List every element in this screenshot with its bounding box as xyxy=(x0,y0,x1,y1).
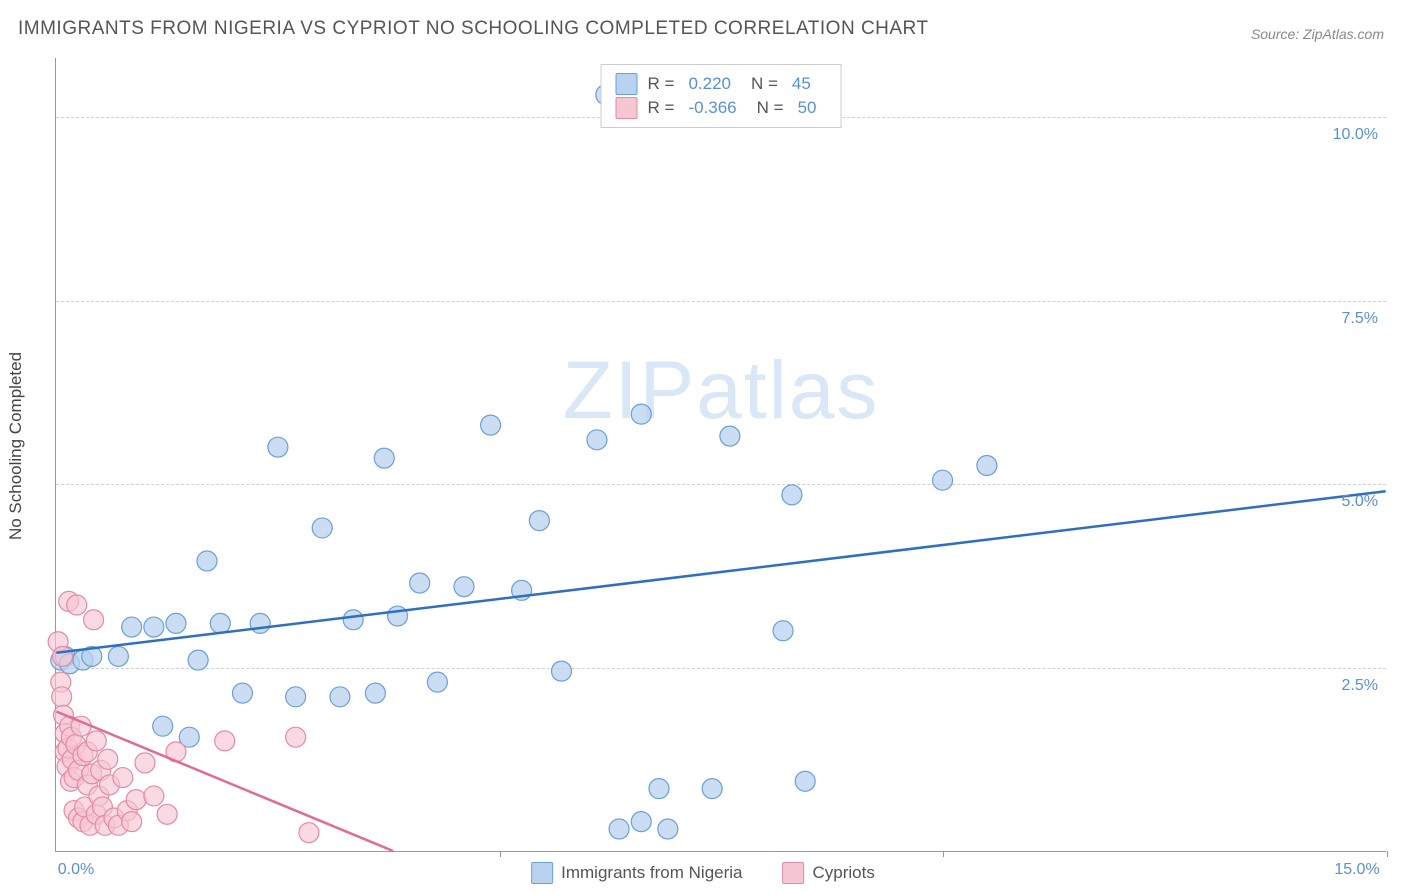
x-tick-mark xyxy=(500,851,501,857)
nigeria-point xyxy=(631,812,651,832)
nigeria-point xyxy=(232,683,252,703)
nigeria-point xyxy=(454,577,474,597)
source-attribution: Source: ZipAtlas.com xyxy=(1251,26,1384,42)
cypriots-point xyxy=(135,753,155,773)
y-axis-label: No Schooling Completed xyxy=(6,352,26,540)
nigeria-point xyxy=(365,683,385,703)
nigeria-point xyxy=(268,437,288,457)
cypriots-point xyxy=(98,749,118,769)
cypriots-point xyxy=(144,786,164,806)
nigeria-point xyxy=(197,551,217,571)
cypriots-point xyxy=(157,804,177,824)
nigeria-point xyxy=(427,672,447,692)
x-tick-mark xyxy=(943,851,944,857)
legend-r-label: R = xyxy=(648,98,675,118)
cypriots-point xyxy=(286,727,306,747)
legend-n-label: N = xyxy=(751,74,778,94)
chart-container: IMMIGRANTS FROM NIGERIA VS CYPRIOT NO SC… xyxy=(0,0,1406,892)
nigeria-trend-line xyxy=(56,491,1385,653)
nigeria-point xyxy=(250,613,270,633)
nigeria-point xyxy=(481,415,501,435)
legend-n-label: N = xyxy=(757,98,784,118)
legend-r-value: 0.220 xyxy=(688,74,731,94)
nigeria-point xyxy=(122,617,142,637)
nigeria-point xyxy=(977,456,997,476)
series-legend-label: Cypriots xyxy=(813,863,875,883)
series-legend-label: Immigrants from Nigeria xyxy=(561,863,742,883)
nigeria-point xyxy=(649,779,669,799)
chart-title: IMMIGRANTS FROM NIGERIA VS CYPRIOT NO SC… xyxy=(18,18,929,40)
nigeria-point xyxy=(795,771,815,791)
nigeria-point xyxy=(933,470,953,490)
legend-n-value: 45 xyxy=(792,74,811,94)
cypriots-point xyxy=(86,731,106,751)
cypriots-point xyxy=(299,823,319,843)
scatter-plot-svg xyxy=(56,58,1386,851)
nigeria-point xyxy=(609,819,629,839)
legend-swatch xyxy=(531,862,553,884)
nigeria-point xyxy=(286,687,306,707)
legend-row: R = -0.366 N = 50 xyxy=(616,97,827,119)
x-tick-mark xyxy=(1387,851,1388,857)
cypriots-point xyxy=(84,610,104,630)
y-tick-label: 2.5% xyxy=(1342,677,1378,695)
nigeria-point xyxy=(551,661,571,681)
x-tick-label: 0.0% xyxy=(58,861,94,879)
legend-r-value: -0.366 xyxy=(688,98,736,118)
series-legend: Immigrants from Nigeria Cypriots xyxy=(531,862,875,884)
legend-row: R = 0.220 N = 45 xyxy=(616,73,827,95)
y-tick-label: 10.0% xyxy=(1333,126,1378,144)
nigeria-point xyxy=(782,485,802,505)
cypriots-point xyxy=(67,595,87,615)
nigeria-point xyxy=(720,426,740,446)
plot-area: ZIPatlas R =0.220N =45R =-0.366N =50 0.0… xyxy=(55,58,1386,852)
nigeria-point xyxy=(108,646,128,666)
nigeria-point xyxy=(631,404,651,424)
nigeria-point xyxy=(312,518,332,538)
nigeria-point xyxy=(773,621,793,641)
cypriots-point xyxy=(52,687,72,707)
legend-swatch xyxy=(616,73,638,95)
nigeria-point xyxy=(144,617,164,637)
legend-r-label: R = xyxy=(648,74,675,94)
nigeria-point xyxy=(702,779,722,799)
series-legend-item: Immigrants from Nigeria xyxy=(531,862,742,884)
nigeria-point xyxy=(529,511,549,531)
nigeria-point xyxy=(210,613,230,633)
legend-n-value: 50 xyxy=(798,98,817,118)
x-tick-label: 15.0% xyxy=(1334,861,1379,879)
y-tick-label: 5.0% xyxy=(1342,493,1378,511)
nigeria-point xyxy=(153,716,173,736)
nigeria-point xyxy=(188,650,208,670)
cypriots-point xyxy=(126,790,146,810)
nigeria-point xyxy=(658,819,678,839)
nigeria-point xyxy=(343,610,363,630)
nigeria-point xyxy=(388,606,408,626)
y-tick-label: 7.5% xyxy=(1342,310,1378,328)
nigeria-point xyxy=(166,613,186,633)
nigeria-point xyxy=(410,573,430,593)
nigeria-point xyxy=(587,430,607,450)
nigeria-point xyxy=(374,448,394,468)
legend-swatch xyxy=(616,97,638,119)
cypriots-point xyxy=(215,731,235,751)
cypriots-point xyxy=(53,646,73,666)
series-legend-item: Cypriots xyxy=(783,862,875,884)
cypriots-point xyxy=(113,768,133,788)
nigeria-point xyxy=(330,687,350,707)
cypriots-point xyxy=(122,812,142,832)
correlation-legend: R = 0.220 N = 45 R = -0.366 N = 50 xyxy=(601,64,842,128)
legend-swatch xyxy=(783,862,805,884)
